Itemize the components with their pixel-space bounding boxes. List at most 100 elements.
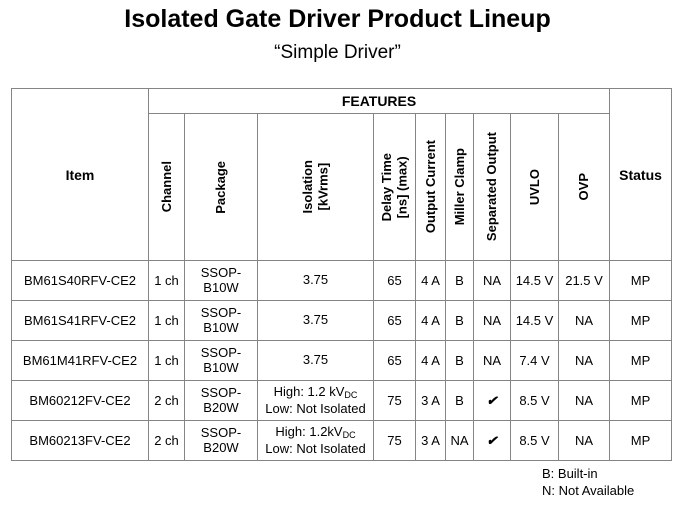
cell-package: SSOP- B10W — [184, 260, 258, 301]
cell-miller-clamp: B — [445, 340, 474, 381]
col-header-delay-time: Delay Time [ns] (max) — [373, 113, 416, 261]
checkmark-icon: ✔ — [486, 432, 498, 448]
product-lineup-table: Item FEATURES Status Channel Package Iso… — [11, 88, 673, 461]
col-header-channel: Channel — [148, 113, 185, 261]
cell-uvlo: 8.5 V — [510, 420, 559, 461]
cell-separated-output: ✔ — [473, 420, 511, 461]
cell-miller-clamp: B — [445, 260, 474, 301]
cell-uvlo: 14.5 V — [510, 300, 559, 341]
table-row: BM61S40RFV-CE2 1 ch SSOP- B10W 3.75 65 4… — [11, 260, 673, 301]
col-header-channel-label: Channel — [158, 161, 174, 213]
cell-output-current: 3 A — [415, 420, 446, 461]
cell-isolation: High: 1.2 kVDC Low: Not Isolated — [257, 380, 374, 421]
cell-delay-time: 65 — [373, 340, 416, 381]
features-header: FEATURES — [147, 88, 611, 114]
col-header-separated-output-label: Separated Output — [484, 132, 500, 242]
col-header-ovp: OVP — [557, 113, 611, 261]
cell-isolation: High: 1.2kVDC Low: Not Isolated — [257, 420, 374, 461]
cell-package: SSOP- B10W — [184, 340, 258, 381]
col-header-output-current-label: Output Current — [422, 140, 438, 234]
cell-item: BM61S40RFV-CE2 — [11, 260, 149, 301]
cell-ovp: NA — [557, 380, 611, 421]
cell-ovp: NA — [557, 420, 611, 461]
col-header-delay-time-label: Delay Time [ns] (max) — [378, 152, 410, 222]
cell-status: MP — [609, 420, 673, 461]
isolation-value: High: 1.2kV — [275, 424, 343, 440]
isolation-value: 3.75 — [302, 312, 329, 328]
cell-channel: 2 ch — [148, 420, 185, 461]
cell-delay-time: 75 — [373, 380, 416, 421]
col-header-package-label: Package — [213, 160, 229, 214]
cell-miller-clamp: B — [445, 300, 474, 341]
isolation-line2: Low: Not Isolated — [265, 401, 366, 417]
cell-item: BM61S41RFV-CE2 — [11, 300, 149, 341]
isolation-value: 3.75 — [302, 352, 329, 368]
cell-channel: 1 ch — [148, 260, 185, 301]
isolation-subscript: DC — [344, 390, 358, 401]
cell-channel: 1 ch — [148, 340, 185, 381]
col-header-separated-output: Separated Output — [473, 113, 511, 261]
cell-output-current: 3 A — [415, 380, 446, 421]
cell-delay-time: 75 — [373, 420, 416, 461]
cell-separated-output: ✔ — [473, 380, 511, 421]
page-subtitle: “Simple Driver” — [274, 42, 401, 63]
cell-channel: 1 ch — [148, 300, 185, 341]
cell-uvlo: 7.4 V — [510, 340, 559, 381]
cell-status: MP — [609, 260, 673, 301]
cell-miller-clamp: NA — [445, 420, 474, 461]
cell-package: SSOP- B20W — [184, 420, 258, 461]
cell-package: SSOP- B10W — [184, 300, 258, 341]
cell-delay-time: 65 — [373, 300, 416, 341]
header-row-features: Item FEATURES Status — [11, 88, 673, 261]
cell-output-current: 4 A — [415, 300, 446, 341]
col-header-uvlo-label: UVLO — [526, 168, 542, 206]
checkmark-icon: ✔ — [486, 392, 498, 408]
cell-isolation: 3.75 — [257, 300, 374, 341]
cell-item: BM60212FV-CE2 — [11, 380, 149, 421]
legend-not-available: N: Not Available — [542, 482, 635, 498]
table-row: BM61S41RFV-CE2 1 ch SSOP- B10W 3.75 65 4… — [11, 300, 673, 341]
cell-isolation: 3.75 — [257, 340, 374, 381]
isolation-value: High: 1.2 kV — [273, 384, 345, 400]
cell-item: BM60213FV-CE2 — [11, 420, 149, 461]
cell-channel: 2 ch — [148, 380, 185, 421]
col-header-uvlo: UVLO — [510, 113, 559, 261]
isolation-line2: Low: Not Isolated — [265, 441, 366, 457]
cell-uvlo: 8.5 V — [510, 380, 559, 421]
cell-miller-clamp: B — [445, 380, 474, 421]
cell-ovp: 21.5 V — [557, 260, 611, 301]
col-header-package: Package — [184, 113, 258, 261]
legend: B: Built-in N: Not Available — [542, 466, 634, 500]
page-title: Isolated Gate Driver Product Lineup — [124, 5, 551, 33]
cell-item: BM61M41RFV-CE2 — [11, 340, 149, 381]
isolation-subscript: DC — [342, 430, 356, 441]
legend-built-in: B: Built-in — [542, 466, 598, 481]
col-header-isolation-label: Isolation [kVrms] — [299, 160, 331, 214]
col-header-item: Item — [11, 88, 149, 261]
col-header-miller-clamp-label: Miller Clamp — [451, 148, 467, 226]
cell-package: SSOP- B20W — [184, 380, 258, 421]
col-header-isolation: Isolation [kVrms] — [257, 113, 374, 261]
cell-uvlo: 14.5 V — [510, 260, 559, 301]
cell-output-current: 4 A — [415, 260, 446, 301]
cell-status: MP — [609, 300, 673, 341]
cell-separated-output: NA — [473, 340, 511, 381]
header-row-columns: Channel Package Isolation [kVrms] Delay … — [12, 113, 672, 261]
cell-output-current: 4 A — [415, 340, 446, 381]
table-row: BM60212FV-CE2 2 ch SSOP- B20W High: 1.2 … — [11, 380, 673, 421]
cell-status: MP — [609, 340, 673, 381]
cell-status: MP — [609, 380, 673, 421]
table-row: BM60213FV-CE2 2 ch SSOP- B20W High: 1.2k… — [11, 420, 673, 461]
col-header-miller-clamp: Miller Clamp — [445, 113, 474, 261]
col-header-status: Status — [609, 88, 673, 261]
cell-separated-output: NA — [473, 260, 511, 301]
cell-separated-output: NA — [473, 300, 511, 341]
cell-ovp: NA — [557, 340, 611, 381]
col-header-ovp-label: OVP — [576, 173, 592, 201]
table-row: BM61M41RFV-CE2 1 ch SSOP- B10W 3.75 65 4… — [11, 340, 673, 381]
cell-isolation: 3.75 — [257, 260, 374, 301]
cell-delay-time: 65 — [373, 260, 416, 301]
isolation-value: 3.75 — [302, 272, 329, 288]
cell-ovp: NA — [557, 300, 611, 341]
col-header-output-current: Output Current — [415, 113, 446, 261]
